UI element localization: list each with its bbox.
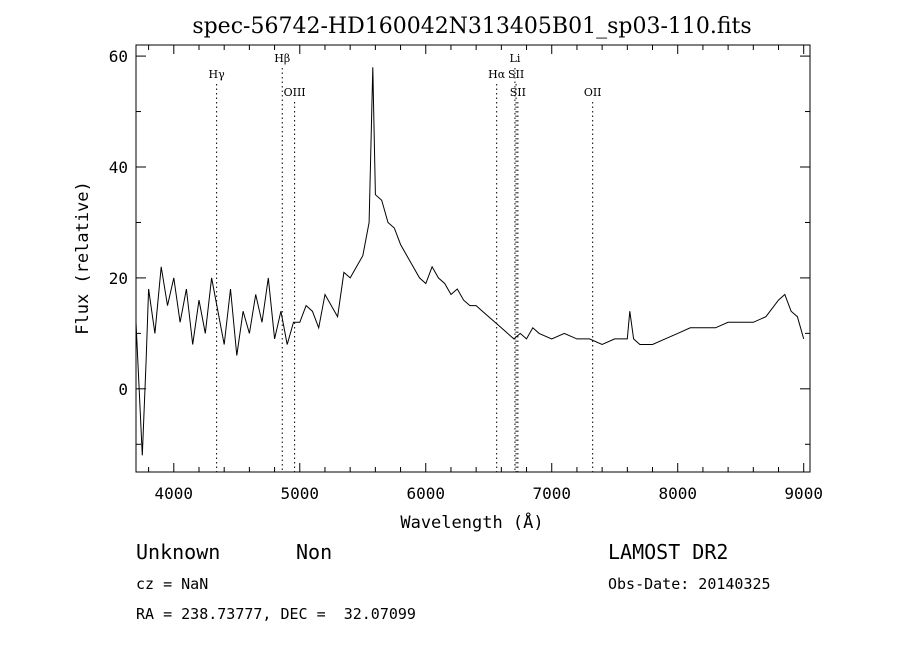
y-tick-label: 40 — [109, 158, 128, 177]
object-subclass: Non — [296, 540, 333, 564]
x-tick-label: 4000 — [155, 484, 194, 503]
object-class: Unknown — [136, 540, 221, 564]
y-axis-label: Flux (relative) — [73, 181, 93, 335]
coordinates: RA = 238.73777, DEC = 32.07099 — [136, 605, 416, 623]
axis-ticks: 4000 5000 6000 7000 8000 9000 0 20 40 60 — [109, 45, 823, 503]
x-tick-label: 6000 — [406, 484, 445, 503]
x-tick-label: 7000 — [532, 484, 571, 503]
line-marker-label: Hα — [488, 68, 506, 81]
y-tick-label: 20 — [109, 269, 128, 288]
line-marker-label: OIII — [284, 86, 306, 99]
line-marker-label: SII — [508, 68, 524, 81]
chart-title: spec-56742-HD160042N313405B01_sp03-110.f… — [192, 14, 751, 39]
obs-date: Obs-Date: 20140325 — [608, 575, 771, 593]
line-marker-label: SII — [510, 86, 526, 99]
x-tick-label: 9000 — [784, 484, 823, 503]
line-marker-label: OII — [584, 86, 602, 99]
spectrum-chart: spec-56742-HD160042N313405B01_sp03-110.f… — [73, 14, 823, 533]
survey-name: LAMOST DR2 — [608, 540, 729, 564]
y-tick-label: 60 — [109, 47, 128, 66]
spectrum-series — [135, 67, 805, 456]
plot-frame — [135, 44, 811, 473]
line-marker-label: Hβ — [274, 52, 290, 65]
line-marker-label: Li — [510, 52, 521, 65]
x-tick-label: 8000 — [658, 484, 697, 503]
line-marker-label: Hγ — [209, 68, 226, 81]
x-axis-label: Wavelength (Å) — [400, 511, 543, 533]
x-tick-label: 5000 — [281, 484, 320, 503]
line-markers: Hγ Hβ OIII Hα Li SII SII OII — [209, 52, 602, 472]
redshift-cz: cz = NaN — [136, 575, 209, 593]
y-tick-label: 0 — [118, 380, 128, 399]
